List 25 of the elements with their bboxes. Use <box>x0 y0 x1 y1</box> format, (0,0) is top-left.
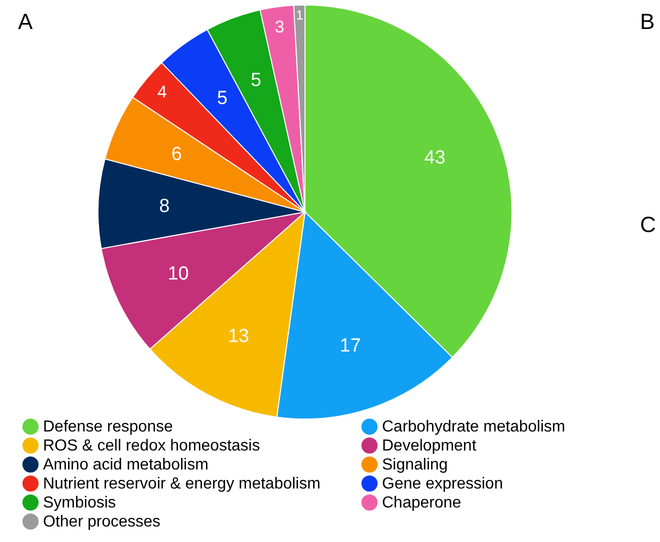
legend-label: Signaling <box>382 456 448 474</box>
data-label: 1 <box>296 7 304 22</box>
legend-label: Defense response <box>43 418 173 436</box>
legend-label: Development <box>382 438 477 454</box>
legend-label: Gene expression <box>382 476 503 492</box>
data-label: 6 <box>171 144 182 166</box>
text: A <box>18 9 33 34</box>
legend-label: ROS & cell redox homeostasis <box>43 438 260 454</box>
text: B <box>640 9 655 34</box>
data-label: 3 <box>274 17 284 36</box>
data-label: 4 <box>157 82 167 102</box>
data-label: 10 <box>168 263 189 284</box>
data-label: 43 <box>424 148 446 169</box>
legend-label: Nutrient reservoir & energy metabolism <box>43 476 320 492</box>
legend-label: Chaperone <box>382 494 462 512</box>
text: C <box>640 212 656 237</box>
data-label: 17 <box>340 335 361 356</box>
data-label: 8 <box>159 196 170 218</box>
data-label: 5 <box>216 88 228 110</box>
legend-label: Amino acid metabolism <box>43 456 208 474</box>
legend-label: Carbohydrate metabolism <box>382 418 566 436</box>
legend-label: Symbiosis <box>43 494 116 512</box>
data-label: 13 <box>228 326 250 348</box>
legend-label: Other processes <box>43 514 160 530</box>
data-label: 5 <box>250 70 262 92</box>
